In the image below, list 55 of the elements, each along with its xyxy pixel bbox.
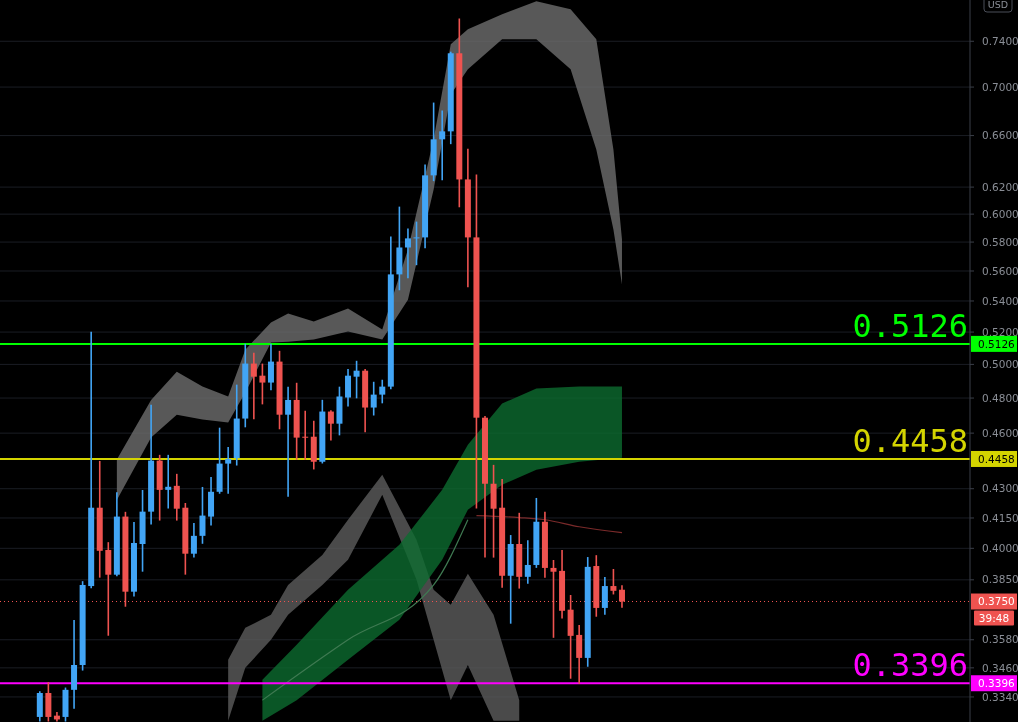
y-tick-label: 0.4300 [982, 482, 1018, 495]
candlestick [225, 446, 232, 494]
candlestick [190, 522, 197, 558]
ref-line-label: 0.4458 [852, 421, 968, 460]
ref-line-label: 0.3396 [852, 646, 968, 685]
candlestick [618, 585, 625, 608]
y-tick-label: 0.3340 [982, 690, 1018, 703]
candlestick [327, 410, 334, 441]
line-series [261, 519, 469, 701]
line-series [475, 515, 623, 534]
y-tick-label: 0.5200 [982, 325, 1018, 338]
candlestick [353, 360, 360, 399]
y-tick-label: 0.5000 [982, 358, 1018, 371]
candlestick [610, 569, 617, 595]
y-tick-label: 0.4600 [982, 426, 1018, 439]
candlestick [199, 486, 206, 544]
y-tick-label: 0.5800 [982, 235, 1018, 248]
y-tick-label: 0.6600 [982, 129, 1018, 142]
y-tick-label: 0.4800 [982, 391, 1018, 404]
text: 0.4458 [978, 452, 1015, 465]
candlestick [413, 221, 420, 266]
ref-line-label: 0.5126 [852, 306, 968, 345]
ref-line-label: 0.3750 [978, 595, 1015, 608]
candlestick [524, 540, 531, 584]
text: USD [987, 0, 1009, 10]
candlestick [404, 228, 411, 279]
y-tick-label: 0.7400 [982, 34, 1018, 47]
y-tick-label: 0.3460 [982, 661, 1018, 674]
y-tick-label: 0.6200 [982, 180, 1018, 193]
y-tick-label: 0.4000 [982, 542, 1018, 554]
y-tick-label: 0.3850 [982, 573, 1018, 586]
candlestick [173, 473, 180, 521]
candlestick [36, 691, 43, 722]
text: 0.5126 [978, 337, 1015, 350]
candlestick [345, 368, 352, 407]
y-tick-label: 0.7000 [982, 80, 1018, 93]
y-tick-label: 0.5400 [982, 294, 1018, 307]
candlestick [576, 625, 583, 684]
candlestick [379, 379, 386, 404]
y-tick-label: 0.4150 [982, 511, 1018, 524]
candlestick [601, 576, 608, 615]
text: 39:48 [978, 611, 1010, 624]
candlestick [259, 363, 266, 405]
y-tick-label: 0.3580 [982, 633, 1018, 646]
text: 0.3396 [978, 676, 1015, 689]
candlestick [439, 110, 446, 181]
candlestick [302, 410, 309, 460]
candlestick [267, 343, 274, 391]
y-tick-label: 0.5600 [982, 264, 1018, 277]
y-tick-label: 0.6000 [982, 207, 1018, 220]
candlestick [285, 386, 292, 497]
candlestick [165, 454, 172, 509]
candlestick [250, 352, 257, 420]
candlestick [370, 381, 377, 416]
candlestick [45, 682, 52, 722]
